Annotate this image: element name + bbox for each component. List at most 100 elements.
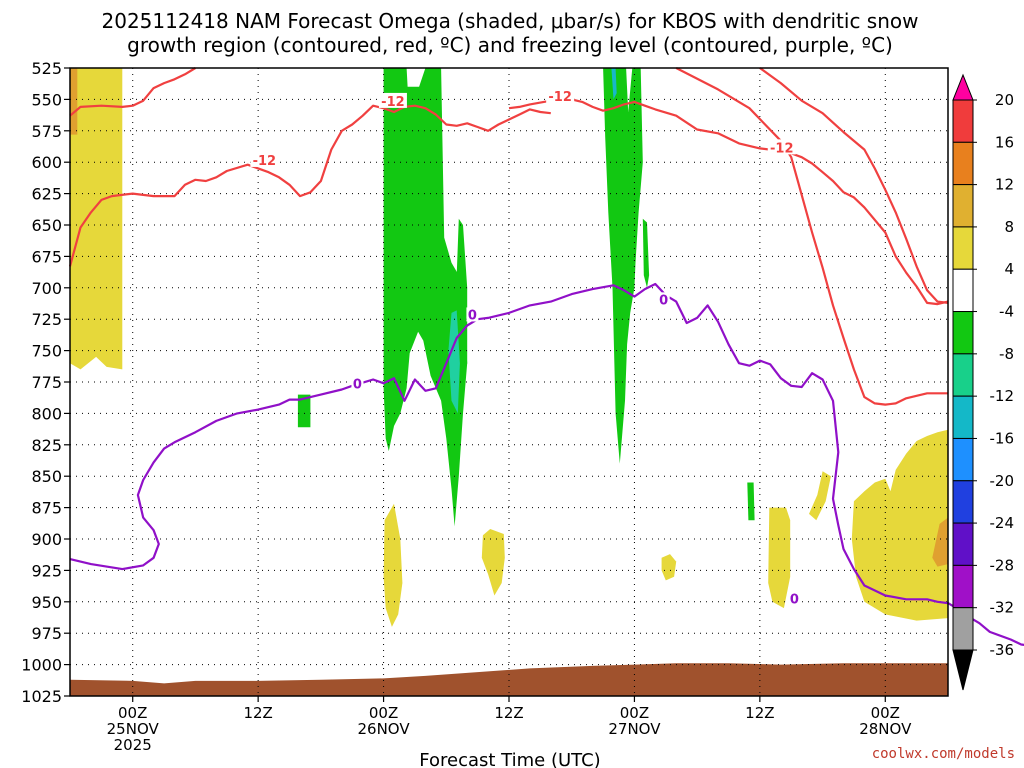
dgz-contour-right — [759, 67, 949, 304]
y-tick-label: 925 — [31, 561, 62, 580]
colorbar-bin — [952, 184, 974, 228]
yellow-shade-blob-4 — [768, 507, 791, 609]
colorbar-bin — [952, 437, 974, 482]
credit-text: coolwx.com/models — [872, 746, 1015, 762]
x-tick-label: 00Z — [871, 704, 900, 722]
colorbar-tick-label: -36 — [990, 641, 1015, 659]
green-shade-burst-1 — [383, 68, 468, 527]
y-tick-label: 525 — [31, 59, 62, 78]
y-tick-label: 600 — [31, 153, 62, 172]
colorbar-bin — [952, 141, 974, 186]
colorbar-tick-label: 4 — [1004, 260, 1014, 278]
contour-layer: -12 -12 -12 -12 0 0 0 0 — [68, 67, 1024, 646]
chart-title-line-2: growth region (contoured, red, ºC) and f… — [127, 33, 893, 57]
x-tick-label: 12Z — [494, 704, 523, 722]
freezing-level-contour — [69, 282, 1024, 646]
y-tick-label: 850 — [31, 467, 62, 486]
ground-surface — [70, 663, 948, 696]
x-tick-label: 00Z — [369, 704, 398, 722]
dgz-label-bg — [250, 151, 279, 167]
cyan-shade-burst-2 — [611, 68, 617, 100]
green-shade-small-1 — [297, 394, 311, 428]
x-tick-label: 28NOV — [859, 720, 912, 738]
y-tick-label: 825 — [31, 436, 62, 455]
freezing-label-text: 0 — [659, 293, 668, 308]
x-tick-label: 00Z — [118, 704, 147, 722]
x-tick-label: 00Z — [620, 704, 649, 722]
x-tick-label: 27NOV — [608, 720, 661, 738]
green-shade-spike — [456, 218, 468, 376]
colorbar-bin — [952, 268, 974, 313]
freezing-contour-label: 0 — [657, 292, 670, 308]
colorbar-bin — [952, 353, 974, 397]
dgz-contour-upper-right — [508, 96, 949, 306]
dgz-contour-label: -12 — [250, 151, 279, 169]
green-shade-burst-2 — [603, 68, 643, 464]
y-tick-label: 875 — [31, 499, 62, 518]
y-tick-label: 625 — [31, 185, 62, 204]
colorbar-bin — [952, 480, 974, 524]
colorbar-max-arrow — [952, 73, 974, 101]
freezing-label-text: 0 — [790, 592, 799, 607]
y-tick-label: 775 — [31, 373, 62, 392]
y-tick-label: 550 — [31, 90, 62, 109]
yellow-shade-blob-2 — [481, 529, 505, 596]
dgz-label-text: -12 — [770, 141, 794, 156]
yellow-shade-blob-3 — [661, 554, 677, 581]
grid-layer — [70, 68, 948, 697]
colorbar-tick-label: 16 — [995, 133, 1014, 151]
colorbar-min-arrow — [952, 649, 974, 691]
freezing-label-text: 0 — [353, 378, 362, 393]
green-shade-streak — [642, 218, 650, 288]
green-shade-small-2 — [747, 482, 755, 521]
colorbar-tick-label: -32 — [990, 599, 1015, 617]
freezing-label-bg — [351, 376, 364, 391]
y-tick-label: 575 — [31, 122, 62, 141]
y-tick-label: 725 — [31, 310, 62, 329]
freezing-label-bg — [657, 292, 670, 307]
x-axis-label: Forecast Time (UTC) — [419, 750, 600, 768]
yellow-shade-left — [70, 68, 123, 370]
colorbar-bin — [952, 311, 974, 355]
colorbar-tick-label: 20 — [995, 91, 1014, 109]
dgz-label-bg — [546, 87, 575, 103]
dgz-contour-upper-left — [69, 67, 196, 117]
colorbar-bin — [952, 522, 974, 566]
colorbar-tick-label: -8 — [999, 345, 1014, 363]
y-tick-label: 975 — [31, 624, 62, 643]
yellow-shade-blob-1 — [383, 503, 403, 627]
y-tick-label: 1000 — [21, 656, 62, 675]
colorbar-bin — [952, 99, 974, 143]
dgz-contour-label: -12 — [546, 87, 575, 105]
plot-area: -12 -12 -12 -12 0 0 0 0 — [68, 67, 1024, 697]
colorbar-tick-label: -28 — [990, 556, 1015, 574]
dgz-contour-label: -12 — [378, 92, 407, 110]
y-tick-label: 700 — [31, 279, 62, 298]
freezing-label-text: 0 — [468, 308, 477, 323]
freezing-label-bg — [466, 307, 479, 322]
colorbar-bin — [952, 395, 974, 439]
orange-shade-left — [70, 68, 78, 135]
colorbar-tick-label: -12 — [990, 387, 1015, 405]
colorbar-bin — [952, 564, 974, 609]
colorbar: 20 16 12 8 4 -4 -8 -12 -16 -20 -24 -28 -32 -36 — [952, 73, 1015, 691]
x-tick-label: 12Z — [745, 704, 774, 722]
x-tick-label: 26NOV — [358, 720, 411, 738]
freezing-contour-label: 0 — [788, 591, 801, 607]
y-tick-label: 650 — [31, 216, 62, 235]
y-axis-ticks: 525 550 575 600 625 650 675 700 725 750 775 800 825 8… — [21, 59, 70, 706]
yellow-shade-right — [851, 429, 948, 621]
y-tick-label: 800 — [31, 404, 62, 423]
colorbar-bin — [952, 607, 974, 651]
colorbar-tick-label: -20 — [990, 472, 1015, 490]
omega-shading-layer — [70, 68, 948, 696]
dgz-label-text: -12 — [548, 90, 572, 105]
chart-title-line-1: 2025112418 NAM Forecast Omega (shaded, μ… — [102, 9, 919, 33]
colorbar-tick-label: -16 — [990, 429, 1015, 447]
x-tick-label: 12Z — [243, 704, 272, 722]
x-tick-label: 2025 — [114, 736, 152, 754]
y-tick-label: 675 — [31, 247, 62, 266]
colorbar-bin — [952, 226, 974, 270]
